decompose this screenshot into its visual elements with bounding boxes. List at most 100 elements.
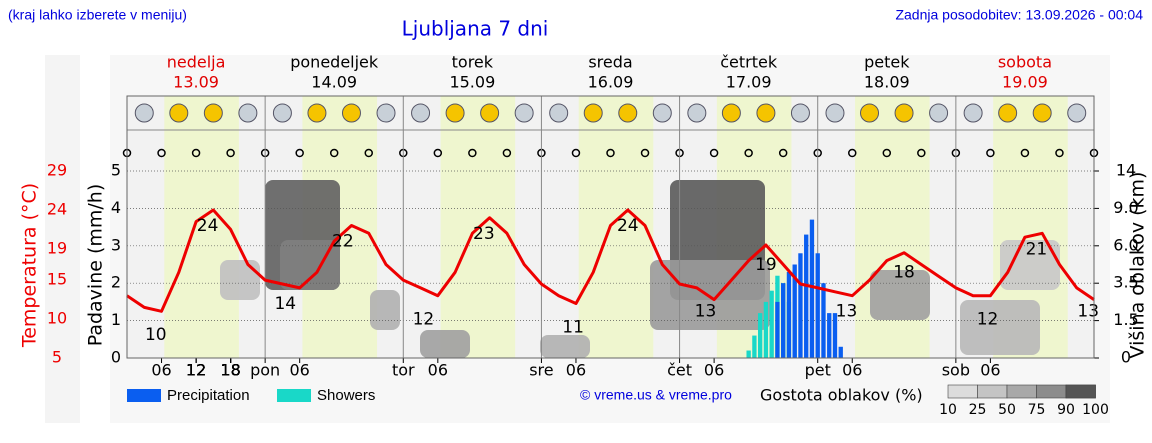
wind-symbol (778, 148, 788, 158)
day-name: petek (864, 53, 910, 72)
precip-bar (832, 313, 838, 358)
day-date: 14.09 (311, 73, 357, 92)
x-tick-label: 12 (186, 361, 206, 380)
x-tick-label: 12 (186, 361, 206, 380)
wind-symbol (364, 148, 373, 158)
legend-swatch (277, 389, 311, 402)
precip-bar (746, 350, 751, 358)
weather-icon (756, 103, 776, 123)
y-tick-label: 2 (111, 273, 121, 292)
precip-bar (781, 283, 786, 358)
wind-symbol (468, 148, 477, 158)
temp-value-label: 18 (893, 263, 915, 283)
density-tick-label: 10 (939, 402, 957, 418)
weather-icon (272, 103, 292, 123)
x-tick-label: 18 (220, 361, 240, 380)
precip-bar (769, 290, 774, 358)
x-tick-label: 18 (220, 361, 240, 380)
y2-tick-label: 14 (1116, 161, 1136, 180)
x-tick-label: 12 (186, 361, 206, 380)
precip-bar (809, 219, 815, 358)
weather-icon (514, 103, 534, 123)
x-tick-label: 12 (186, 361, 206, 380)
precip-bar (827, 313, 832, 358)
x-tick-label: 18 (220, 361, 240, 380)
y-tick-label: 0 (111, 348, 121, 367)
density-swatch (1036, 384, 1067, 399)
temp-value-label: 22 (332, 232, 354, 252)
plot-frame (126, 95, 1095, 359)
weather-icon (618, 103, 638, 123)
weather-icon (376, 103, 396, 123)
x-tick-label: 18 (220, 361, 240, 380)
precip-bar (757, 313, 763, 358)
y2-tick-label: 9.0 (1113, 198, 1138, 217)
cloud-patch (1000, 240, 1060, 290)
density-tick-label: 25 (969, 402, 987, 418)
density-tick-label: 75 (1028, 402, 1046, 418)
cloud-patch (370, 290, 400, 330)
wind-symbol (433, 148, 443, 158)
weather-icon (307, 103, 327, 123)
wind-symbol (986, 148, 995, 158)
density-tick-label: 50 (998, 402, 1016, 418)
precip-bar (775, 301, 780, 358)
wind-symbol (329, 148, 339, 158)
temp-value-label: 23 (473, 224, 495, 244)
day-name: sobota (998, 53, 1052, 72)
x-tick-label: tor (392, 361, 415, 380)
weather-icon (238, 103, 258, 123)
cloud-patch (280, 240, 340, 290)
copyright: © vreme.us & vreme.pro (580, 387, 732, 403)
x-tick-label: 06 (980, 361, 1000, 380)
day-date: 18.09 (864, 73, 910, 92)
precip-bar (798, 253, 803, 358)
weather-icon (1067, 103, 1087, 123)
density-swatch (977, 384, 1008, 399)
weather-icon (341, 103, 361, 123)
weather-icon (790, 103, 810, 123)
y-tick-label: 4 (111, 198, 121, 217)
temp-tick-label: 29 (47, 161, 67, 180)
temp-value-label: 11 (562, 317, 584, 337)
temp-value-label: 24 (617, 216, 639, 236)
day-date: 16.09 (588, 73, 634, 92)
weather-icon (652, 103, 672, 123)
wind-symbol (571, 148, 581, 158)
y-tick-label: 5 (111, 161, 121, 180)
weather-icon (445, 103, 465, 123)
y2-tick-label: 1.5 (1113, 310, 1138, 329)
temp-axis-label: Temperatura (°C) (19, 183, 41, 348)
temp-value-label: 19 (755, 255, 777, 275)
day-name: nedelja (167, 53, 226, 72)
x-tick-label: čet (667, 361, 692, 380)
cloud-patch (540, 335, 590, 358)
density-label: Gostota oblakov (%) (760, 386, 923, 405)
temp-tick-label: 24 (47, 199, 67, 218)
weather-icon (963, 103, 983, 123)
x-tick-label: 12 (186, 361, 206, 380)
x-tick-label: 06 (704, 361, 724, 380)
weather-icon (894, 103, 914, 123)
x-tick-label: sre (529, 361, 553, 380)
temp-value-label: 13 (1077, 302, 1099, 322)
x-tick-label: 06 (566, 361, 586, 380)
y2-tick-label: 3.5 (1113, 273, 1138, 292)
x-tick-label: pon (250, 361, 280, 380)
density-swatch (947, 384, 978, 399)
wind-symbol (917, 148, 926, 158)
legend-label: Showers (317, 387, 375, 404)
updated: Zadnja posodobitev: 13.09.2026 - 00:04 (895, 7, 1143, 23)
wind-symbol (882, 148, 892, 158)
menu-note: (kraj lahko izberete v meniju) (8, 7, 187, 23)
day-date: 13.09 (173, 73, 219, 92)
density-tick-label: 90 (1057, 402, 1075, 418)
x-tick-label: 06 (428, 361, 448, 380)
wind-symbol (1055, 148, 1064, 158)
cloud-patch (420, 330, 470, 358)
weather-icon (480, 103, 500, 123)
wind-symbol (295, 148, 304, 158)
wind-symbol (502, 148, 512, 158)
weather-icon (1032, 103, 1052, 123)
temp-value-label: 21 (1026, 239, 1048, 259)
